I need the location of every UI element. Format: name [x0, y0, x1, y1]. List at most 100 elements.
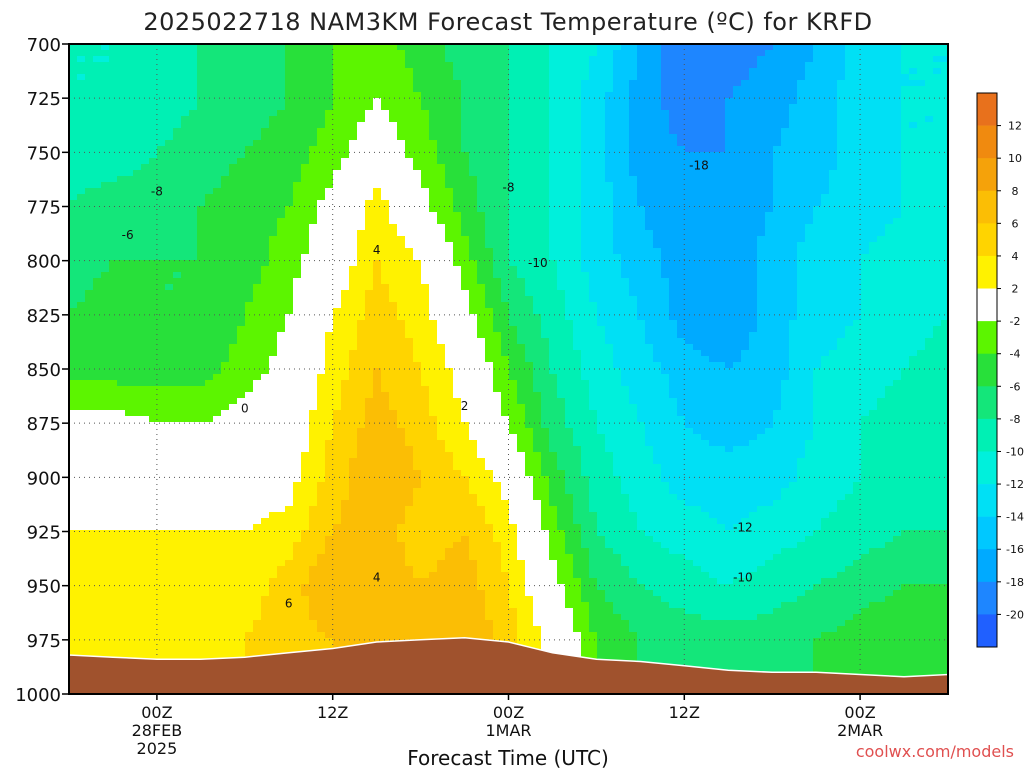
temperature-cell	[325, 110, 334, 117]
temperature-cell	[781, 74, 790, 81]
temperature-cell	[229, 50, 238, 57]
temperature-cell	[565, 200, 574, 207]
temperature-cell	[389, 56, 398, 63]
temperature-cell	[189, 284, 198, 291]
temperature-cell	[573, 146, 582, 153]
temperature-cell	[341, 200, 350, 207]
temperature-cell	[533, 224, 542, 231]
temperature-cell	[709, 290, 718, 297]
temperature-cell	[901, 92, 910, 99]
temperature-cell	[173, 212, 182, 219]
temperature-cell	[733, 98, 742, 105]
temperature-cell	[349, 218, 358, 225]
temperature-cell	[629, 188, 638, 195]
temperature-cell	[661, 272, 670, 279]
temperature-cell	[461, 212, 470, 219]
temperature-cell	[893, 152, 902, 159]
temperature-cell	[805, 236, 814, 243]
temperature-cell	[365, 302, 374, 309]
temperature-cell	[133, 308, 142, 315]
temperature-cell	[365, 176, 374, 183]
temperature-cell	[469, 86, 478, 93]
temperature-cell	[413, 122, 422, 129]
temperature-cell	[229, 128, 238, 135]
temperature-cell	[845, 194, 854, 201]
temperature-cell	[213, 278, 222, 285]
temperature-cell	[245, 218, 254, 225]
temperature-cell	[237, 104, 246, 111]
temperature-cell	[597, 80, 606, 87]
temperature-cell	[501, 122, 510, 129]
temperature-cell	[757, 236, 766, 243]
temperature-cell	[229, 296, 238, 303]
temperature-cell	[661, 236, 670, 243]
temperature-cell	[813, 284, 822, 291]
temperature-cell	[357, 230, 366, 237]
temperature-cell	[325, 308, 334, 315]
temperature-cell	[349, 116, 358, 123]
temperature-cell	[205, 284, 214, 291]
temperature-cell	[709, 218, 718, 225]
temperature-cell	[181, 296, 190, 303]
temperature-cell	[533, 194, 542, 201]
temperature-cell	[661, 98, 670, 105]
temperature-cell	[397, 170, 406, 177]
temperature-cell	[293, 128, 302, 135]
temperature-cell	[173, 110, 182, 117]
temperature-cell	[245, 152, 254, 159]
temperature-cell	[581, 224, 590, 231]
temperature-cell	[165, 182, 174, 189]
temperature-cell	[509, 194, 518, 201]
temperature-cell	[109, 50, 118, 57]
temperature-cell	[445, 80, 454, 87]
temperature-cell	[749, 182, 758, 189]
temperature-cell	[461, 116, 470, 123]
temperature-cell	[765, 218, 774, 225]
temperature-cell	[437, 272, 446, 279]
temperature-cell	[917, 74, 926, 81]
temperature-cell	[773, 56, 782, 63]
temperature-cell	[685, 140, 694, 147]
temperature-cell	[205, 164, 214, 171]
temperature-cell	[109, 296, 118, 303]
temperature-cell	[693, 86, 702, 93]
temperature-cell	[325, 170, 334, 177]
temperature-cell	[285, 134, 294, 141]
temperature-cell	[909, 182, 918, 189]
temperature-cell	[493, 122, 502, 129]
temperature-cell	[461, 122, 470, 129]
temperature-cell	[877, 134, 886, 141]
temperature-cell	[269, 248, 278, 255]
temperature-cell	[445, 134, 454, 141]
temperature-cell	[781, 296, 790, 303]
temperature-cell	[109, 248, 118, 255]
temperature-cell	[741, 158, 750, 165]
temperature-cell	[901, 272, 910, 279]
temperature-cell	[77, 86, 86, 93]
temperature-cell	[629, 236, 638, 243]
temperature-cell	[573, 212, 582, 219]
temperature-cell	[733, 224, 742, 231]
temperature-cell	[301, 170, 310, 177]
temperature-cell	[885, 194, 894, 201]
temperature-cell	[821, 254, 830, 261]
temperature-cell	[245, 110, 254, 117]
temperature-cell	[189, 176, 198, 183]
temperature-cell	[69, 152, 78, 159]
temperature-cell	[573, 152, 582, 159]
temperature-cell	[125, 62, 134, 69]
temperature-cell	[789, 236, 798, 243]
temperature-cell	[197, 92, 206, 99]
temperature-cell	[645, 158, 654, 165]
temperature-cell	[461, 74, 470, 81]
temperature-cell	[845, 176, 854, 183]
temperature-cell	[581, 194, 590, 201]
temperature-cell	[261, 170, 270, 177]
temperature-cell	[637, 110, 646, 117]
temperature-cell	[141, 86, 150, 93]
temperature-cell	[293, 308, 302, 315]
temperature-cell	[469, 278, 478, 285]
temperature-cell	[645, 188, 654, 195]
temperature-cell	[549, 272, 558, 279]
temperature-cell	[429, 236, 438, 243]
